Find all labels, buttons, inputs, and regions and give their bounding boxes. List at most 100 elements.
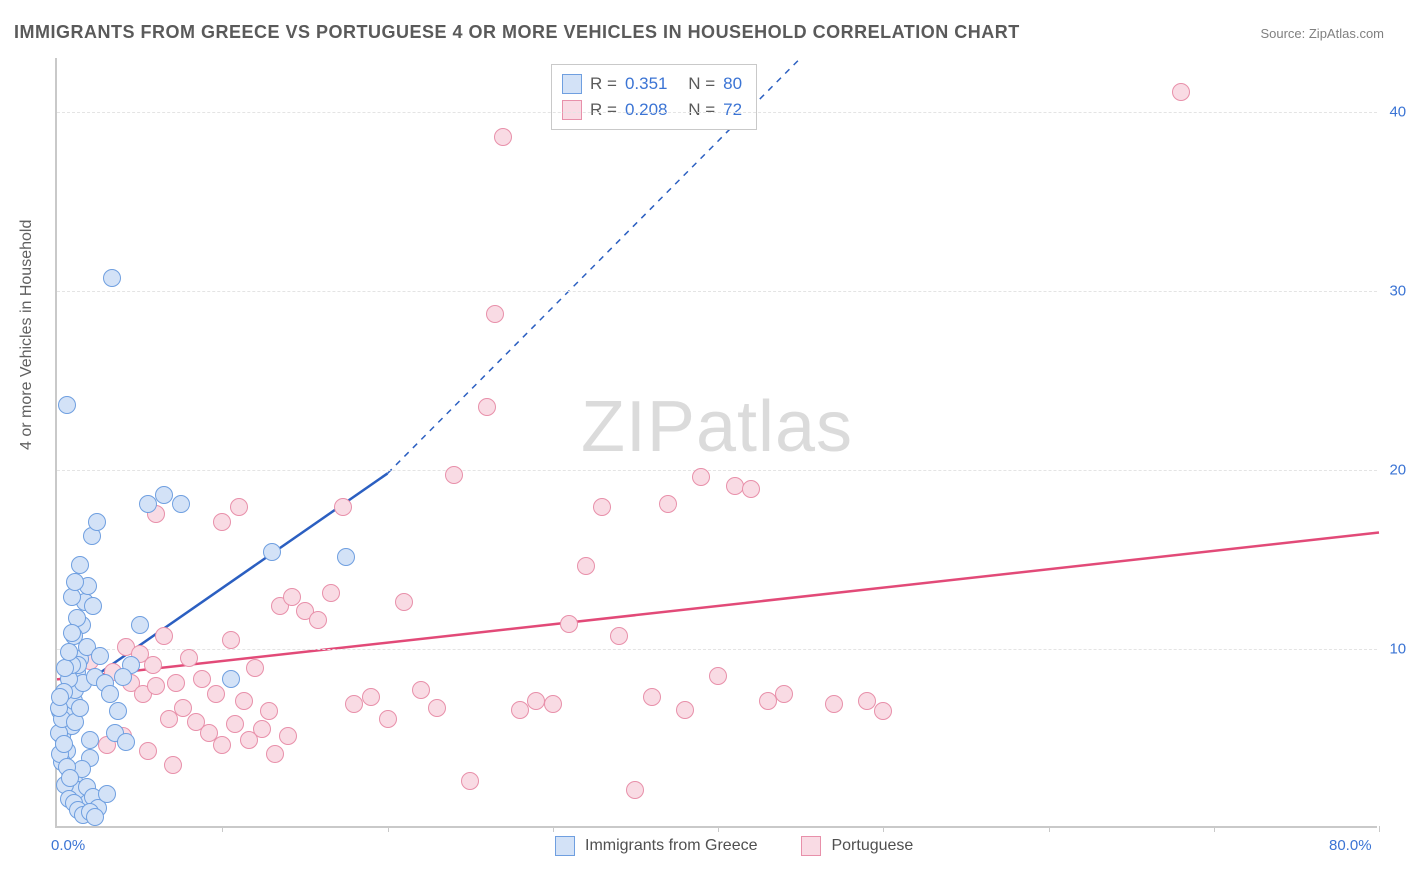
data-point-portuguese	[213, 513, 231, 531]
r-value-greece: 0.351	[625, 71, 668, 97]
gridline	[57, 470, 1377, 471]
data-point-greece	[101, 685, 119, 703]
data-point-portuguese	[334, 498, 352, 516]
data-point-portuguese	[626, 781, 644, 799]
data-point-portuguese	[180, 649, 198, 667]
n-label: N =	[688, 97, 715, 123]
series-legend: Immigrants from Greece Portuguese	[555, 836, 913, 856]
data-point-portuguese	[610, 627, 628, 645]
data-point-portuguese	[345, 695, 363, 713]
data-point-greece	[139, 495, 157, 513]
gridline	[57, 291, 1377, 292]
data-point-greece	[222, 670, 240, 688]
data-point-portuguese	[283, 588, 301, 606]
chart-title: IMMIGRANTS FROM GREECE VS PORTUGUESE 4 O…	[14, 22, 1020, 43]
data-point-portuguese	[494, 128, 512, 146]
watermark-thin: atlas	[696, 387, 853, 467]
r-label: R =	[590, 71, 617, 97]
data-point-portuguese	[825, 695, 843, 713]
y-tick-label: 20.0%	[1389, 461, 1406, 478]
swatch-portuguese	[562, 100, 582, 120]
data-point-portuguese	[742, 480, 760, 498]
data-point-portuguese	[478, 398, 496, 416]
x-tick	[553, 826, 554, 832]
data-point-portuguese	[139, 742, 157, 760]
data-point-greece	[61, 769, 79, 787]
legend-label-greece: Immigrants from Greece	[585, 837, 757, 855]
data-point-portuguese	[193, 670, 211, 688]
data-point-portuguese	[874, 702, 892, 720]
data-point-portuguese	[266, 745, 284, 763]
x-tick	[222, 826, 223, 832]
data-point-greece	[86, 808, 104, 826]
r-label: R =	[590, 97, 617, 123]
data-point-greece	[60, 643, 78, 661]
data-point-greece	[98, 785, 116, 803]
data-point-greece	[84, 597, 102, 615]
legend-label-portuguese: Portuguese	[831, 837, 913, 855]
data-point-greece	[103, 269, 121, 287]
data-point-greece	[109, 702, 127, 720]
data-point-portuguese	[260, 702, 278, 720]
r-value-portuguese: 0.208	[625, 97, 668, 123]
data-point-portuguese	[213, 736, 231, 754]
chart-container: IMMIGRANTS FROM GREECE VS PORTUGUESE 4 O…	[0, 0, 1406, 892]
data-point-portuguese	[379, 710, 397, 728]
y-axis-title: 4 or more Vehicles in Household	[18, 220, 36, 450]
watermark: ZIPatlas	[581, 386, 853, 468]
data-point-portuguese	[144, 656, 162, 674]
plot-area: ZIPatlas R = 0.351 N = 80 R = 0.208 N = …	[55, 58, 1377, 828]
gridline	[57, 649, 1377, 650]
data-point-portuguese	[445, 466, 463, 484]
data-point-portuguese	[775, 685, 793, 703]
data-point-greece	[71, 699, 89, 717]
data-point-portuguese	[692, 468, 710, 486]
data-point-portuguese	[659, 495, 677, 513]
data-point-portuguese	[726, 477, 744, 495]
data-point-portuguese	[527, 692, 545, 710]
n-value-greece: 80	[723, 71, 742, 97]
x-tick	[718, 826, 719, 832]
data-point-portuguese	[412, 681, 430, 699]
data-point-portuguese	[253, 720, 271, 738]
data-point-portuguese	[207, 685, 225, 703]
data-point-portuguese	[230, 498, 248, 516]
data-point-portuguese	[1172, 83, 1190, 101]
data-point-greece	[337, 548, 355, 566]
data-point-greece	[63, 624, 81, 642]
data-point-portuguese	[759, 692, 777, 710]
data-point-portuguese	[544, 695, 562, 713]
x-tick	[1379, 826, 1380, 832]
x-tick-label: 0.0%	[51, 837, 85, 854]
data-point-portuguese	[593, 498, 611, 516]
x-tick	[1214, 826, 1215, 832]
data-point-greece	[263, 543, 281, 561]
y-tick-label: 30.0%	[1389, 282, 1406, 299]
trend-lines	[57, 58, 1377, 826]
swatch-greece	[562, 74, 582, 94]
data-point-portuguese	[167, 674, 185, 692]
data-point-greece	[66, 573, 84, 591]
data-point-greece	[114, 668, 132, 686]
data-point-greece	[155, 486, 173, 504]
data-point-portuguese	[709, 667, 727, 685]
data-point-portuguese	[226, 715, 244, 733]
x-tick-label: 80.0%	[1329, 837, 1372, 854]
data-point-portuguese	[676, 701, 694, 719]
stat-row-portuguese: R = 0.208 N = 72	[562, 97, 742, 123]
data-point-greece	[172, 495, 190, 513]
data-point-portuguese	[395, 593, 413, 611]
data-point-portuguese	[147, 677, 165, 695]
data-point-portuguese	[164, 756, 182, 774]
data-point-portuguese	[461, 772, 479, 790]
data-point-portuguese	[428, 699, 446, 717]
n-value-portuguese: 72	[723, 97, 742, 123]
data-point-greece	[91, 647, 109, 665]
n-label: N =	[688, 71, 715, 97]
y-tick-label: 10.0%	[1389, 640, 1406, 657]
data-point-greece	[56, 659, 74, 677]
data-point-portuguese	[235, 692, 253, 710]
x-tick	[388, 826, 389, 832]
stat-legend: R = 0.351 N = 80 R = 0.208 N = 72	[551, 64, 757, 130]
data-point-greece	[88, 513, 106, 531]
